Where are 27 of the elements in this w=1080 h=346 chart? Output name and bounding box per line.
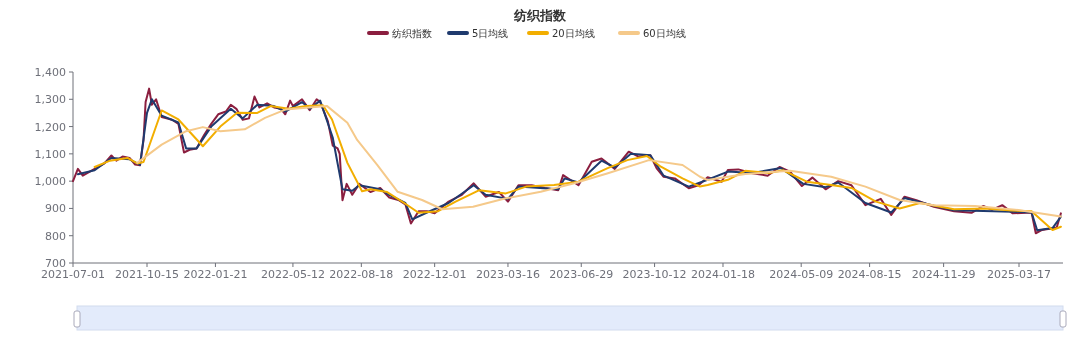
x-tick-label: 2024-08-15 [837, 268, 902, 281]
x-tick-label: 2025-03-17 [987, 268, 1051, 281]
y-tick-label: 1,400 [34, 66, 66, 79]
x-tick-label: 2024-11-29 [911, 268, 976, 281]
y-tick-label: 1,200 [34, 120, 66, 134]
x-tick-label: 2023-03-16 [475, 268, 540, 281]
chart-title: 纺织指数 [513, 8, 567, 23]
y-tick-label: 1,300 [34, 93, 66, 107]
y-tick-label: 800 [45, 229, 66, 243]
x-tick-label: 2024-05-09 [769, 268, 834, 281]
y-tick-label: 1,000 [34, 175, 66, 189]
y-tick-label: 700 [45, 257, 66, 270]
x-tick-label: 2021-07-01 [41, 268, 105, 281]
x-tick-label: 2022-05-12 [260, 268, 325, 281]
legend-label: 5日均线 [472, 28, 509, 39]
x-tick-label: 2022-08-18 [329, 268, 394, 281]
y-tick-label: 1,100 [34, 147, 66, 161]
legend-label: 60日均线 [643, 28, 686, 39]
x-tick-label: 2023-06-29 [549, 268, 614, 281]
x-tick-label: 2021-10-15 [115, 268, 179, 281]
x-tick-label: 2023-10-12 [622, 268, 687, 281]
y-tick-label: 900 [45, 202, 66, 216]
x-tick-label: 2024-01-18 [691, 268, 755, 281]
x-tick-label: 2022-01-21 [183, 268, 248, 281]
x-tick-label: 2022-12-01 [402, 268, 467, 281]
legend-label: 20日均线 [552, 28, 595, 39]
legend-label: 纺织指数 [392, 28, 432, 39]
